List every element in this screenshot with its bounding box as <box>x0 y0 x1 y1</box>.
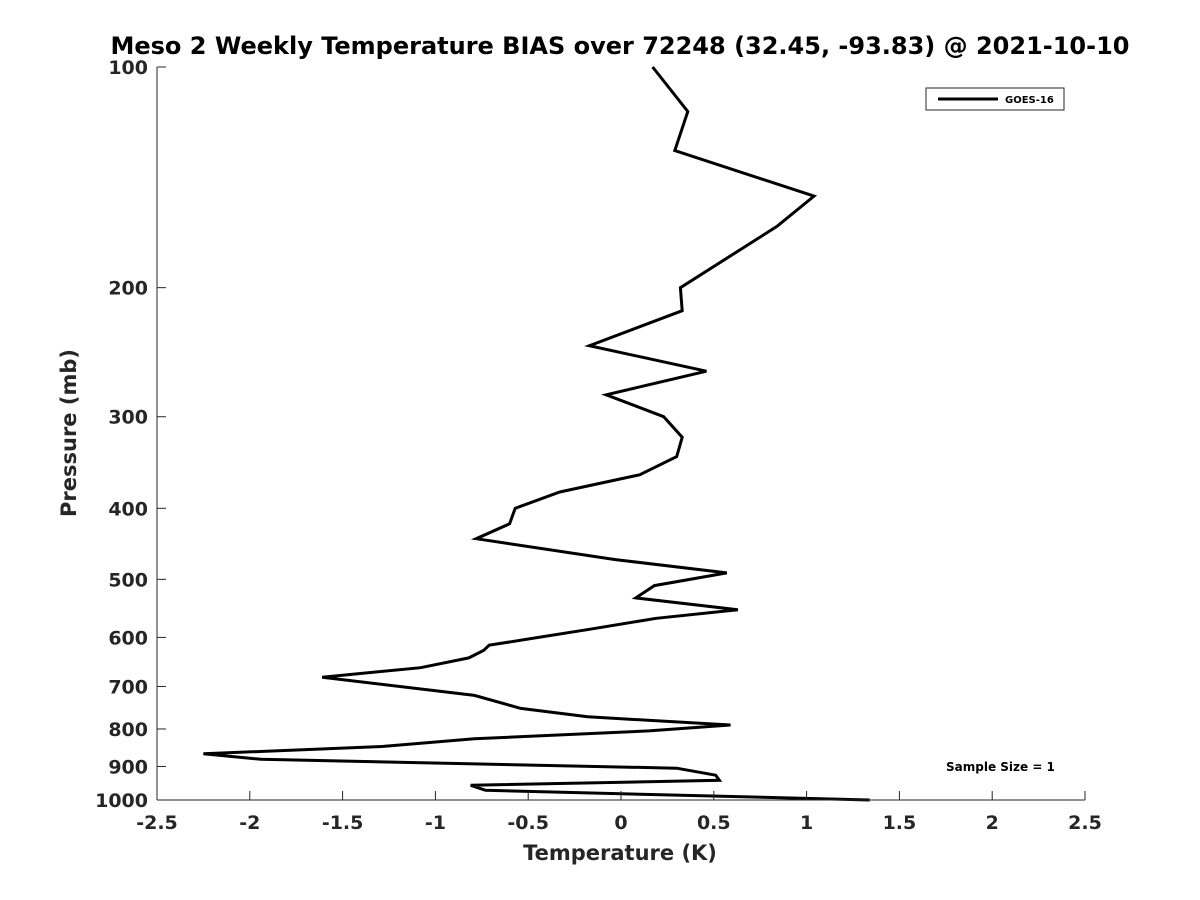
x-axis-label: Temperature (K) <box>523 841 717 865</box>
x-tick-label: 1.5 <box>883 812 917 834</box>
series-line-goes-16 <box>203 66 870 802</box>
y-tick-label: 200 <box>108 278 148 300</box>
x-tick-label: 0 <box>614 812 627 834</box>
y-tick-label: 100 <box>108 57 148 79</box>
y-tick-label: 800 <box>108 719 148 741</box>
y-tick-label: 600 <box>108 627 148 649</box>
y-axis-label: Pressure (mb) <box>57 349 81 517</box>
x-tick-label: -1.5 <box>322 812 364 834</box>
y-tick-label: 400 <box>108 498 148 520</box>
x-tick-label: -1 <box>425 812 446 834</box>
y-tick-label: 1000 <box>95 790 148 812</box>
y-tick-label: 700 <box>108 676 148 698</box>
y-tick-label: 900 <box>108 756 148 778</box>
legend: GOES-16 <box>925 87 1065 111</box>
y-tick-label: 500 <box>108 569 148 591</box>
y-tick-label: 300 <box>108 407 148 429</box>
chart-title: Meso 2 Weekly Temperature BIAS over 7224… <box>110 32 1129 60</box>
legend-label-goes-16: GOES-16 <box>1005 95 1054 106</box>
axes: -2.5 -2 -1.5 -1 -0.5 0 0.5 1 1.5 2 2.5 100 200 300 40… <box>95 57 1102 834</box>
x-tick-label: 1 <box>800 812 813 834</box>
x-tick-label: -2.5 <box>136 812 178 834</box>
x-axis-ticks: -2.5 -2 -1.5 -1 -0.5 0 0.5 1 1.5 2 2.5 <box>136 791 1102 834</box>
y-axis-ticks: 100 200 300 400 500 600 700 800 900 1000 <box>95 57 166 812</box>
x-tick-label: -0.5 <box>507 812 549 834</box>
x-tick-label: 2.5 <box>1068 812 1102 834</box>
x-tick-label: 2 <box>986 812 999 834</box>
x-tick-label: -2 <box>239 812 260 834</box>
sample-size-annotation: Sample Size = 1 <box>946 760 1055 774</box>
x-tick-label: 0.5 <box>697 812 731 834</box>
plot-area <box>203 66 870 802</box>
